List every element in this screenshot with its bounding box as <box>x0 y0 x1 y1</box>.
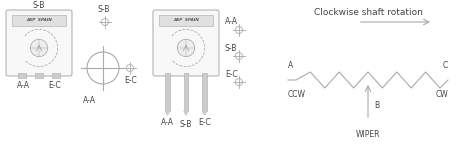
Text: A-A: A-A <box>17 81 30 90</box>
Polygon shape <box>184 111 188 115</box>
FancyBboxPatch shape <box>6 10 72 76</box>
Bar <box>18 73 26 78</box>
Text: CCW: CCW <box>288 90 306 99</box>
Circle shape <box>177 39 195 57</box>
FancyBboxPatch shape <box>153 10 219 76</box>
Bar <box>52 73 60 78</box>
Text: E-C: E-C <box>225 70 238 79</box>
Text: CW: CW <box>435 90 448 99</box>
Text: ASP  SPAIN: ASP SPAIN <box>173 18 199 22</box>
Text: S-B: S-B <box>98 5 110 14</box>
Polygon shape <box>165 111 170 115</box>
Text: E-C: E-C <box>48 81 61 90</box>
Text: C: C <box>443 61 448 70</box>
Bar <box>202 73 207 111</box>
Text: ASP  SPAIN: ASP SPAIN <box>26 18 52 22</box>
Text: A-A: A-A <box>82 96 95 105</box>
Bar <box>184 73 188 111</box>
Text: S-B: S-B <box>33 1 45 10</box>
Text: S-B: S-B <box>180 120 192 129</box>
Text: A-A: A-A <box>225 17 238 26</box>
Text: S-B: S-B <box>225 44 237 53</box>
Text: B: B <box>374 100 379 110</box>
Text: A-A: A-A <box>161 118 174 127</box>
Text: WIPER: WIPER <box>356 130 380 139</box>
Text: A: A <box>288 61 293 70</box>
Bar <box>12 15 66 26</box>
Bar <box>165 73 170 111</box>
Text: E-C: E-C <box>198 118 211 127</box>
Circle shape <box>30 39 48 57</box>
Bar <box>35 73 43 78</box>
Text: Clockwise shaft rotation: Clockwise shaft rotation <box>314 8 422 17</box>
Text: E-C: E-C <box>125 76 137 85</box>
Bar <box>159 15 213 26</box>
Polygon shape <box>202 111 207 115</box>
